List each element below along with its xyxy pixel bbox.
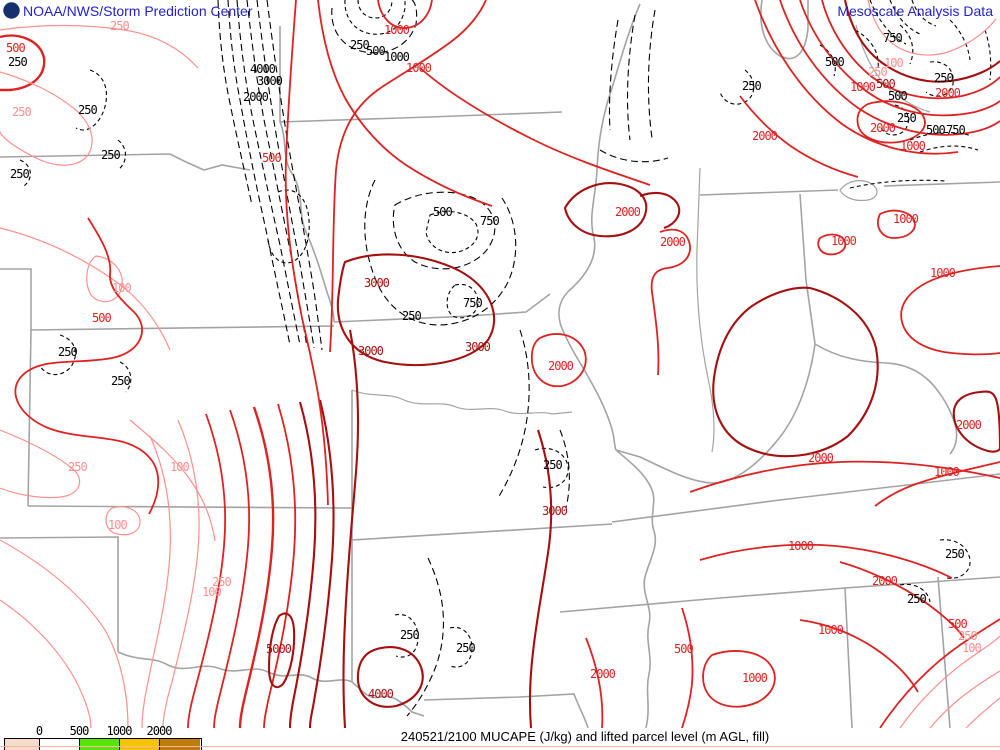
contour-label: 1000	[893, 212, 919, 226]
contour-label: 2000	[548, 359, 574, 373]
state-borders	[0, 0, 1000, 728]
contour-label: 2000	[872, 574, 898, 588]
contour-label: 500	[674, 642, 694, 656]
legend-swatch	[160, 739, 200, 750]
contour-label: 250	[907, 592, 927, 606]
contour-label: 1000	[900, 139, 926, 153]
contour-label: 1000	[818, 623, 844, 637]
contour-label: 500	[876, 77, 896, 91]
contour-label: 500	[948, 617, 968, 631]
lpl-contours	[19, 0, 992, 717]
contour-label: 250	[111, 374, 131, 388]
noaa-logo-icon	[3, 2, 20, 19]
contour-label: 2000	[752, 129, 778, 143]
contour-label: 4000	[250, 62, 276, 76]
contour-label: 250	[945, 547, 965, 561]
contour-label: 100	[202, 585, 222, 599]
contour-label: 250	[958, 629, 978, 643]
contour-label: 3000	[358, 344, 384, 358]
contour-label: 500	[366, 44, 386, 58]
legend-tick: 0	[35, 724, 43, 738]
legend-swatch	[120, 739, 160, 750]
contour-label: 250	[350, 38, 370, 52]
contour-label: 1000	[930, 266, 956, 280]
contour-label: 250	[58, 345, 78, 359]
contour-label: 3000	[542, 504, 568, 518]
legend-swatch	[80, 739, 120, 750]
contour-label: 250	[78, 103, 98, 117]
mucape-contours	[0, 0, 1000, 728]
contour-label: 2000	[243, 90, 269, 104]
contour-label: 2000	[590, 667, 616, 681]
contour-label: 2000	[660, 235, 686, 249]
contour-label: 2000	[956, 418, 982, 432]
contour-label: 250	[12, 105, 32, 119]
mesoscale-analysis-link[interactable]: Mesoscale Analysis Data	[837, 3, 993, 19]
contour-label: 750	[946, 123, 966, 137]
contour-label: 500	[6, 41, 26, 55]
contour-label: 250	[934, 71, 954, 85]
contour-label: 250	[402, 309, 422, 323]
contour-label: 2000	[935, 86, 961, 100]
contour-label: 250	[68, 460, 88, 474]
legend-tick: 2000	[146, 724, 173, 738]
contour-label: 750	[480, 214, 500, 228]
contour-label: 500	[433, 205, 453, 219]
analysis-map	[0, 0, 1000, 728]
legend-tick: 500	[69, 724, 90, 738]
contour-label: 1000	[384, 23, 410, 37]
contour-label: 750	[463, 296, 483, 310]
contour-label: 4000	[368, 687, 394, 701]
legend-swatch	[40, 739, 80, 750]
contour-label: 250	[456, 641, 476, 655]
contour-label: 500	[888, 89, 908, 103]
contour-label: 1000	[934, 465, 960, 479]
contour-label: 1000	[742, 671, 768, 685]
contour-label: 100	[884, 56, 904, 70]
contour-label: 100	[962, 641, 982, 655]
contour-label: 500	[262, 151, 282, 165]
legend-tick: 1000	[106, 724, 133, 738]
contour-label: 100	[108, 518, 128, 532]
contour-label: 250	[543, 458, 563, 472]
contour-label: 250	[742, 79, 762, 93]
contour-label: 250	[8, 55, 28, 69]
contour-label: 1000	[384, 50, 410, 64]
contour-label: 5000	[266, 642, 292, 656]
contour-label: 250	[10, 167, 30, 181]
bottom-border-line	[0, 746, 1000, 747]
contour-label: 500	[92, 311, 112, 325]
map-caption: 240521/2100 MUCAPE (J/kg) and lifted par…	[400, 729, 770, 744]
contour-label: 750	[883, 31, 903, 45]
contour-label: 2000	[615, 205, 641, 219]
contour-label: 250	[212, 575, 232, 589]
contour-label: 1000	[850, 80, 876, 94]
spc-home-link[interactable]: NOAA/NWS/Storm Prediction Center	[23, 3, 253, 19]
contour-label: 250	[101, 148, 121, 162]
contour-label: 100	[170, 460, 190, 474]
contour-label: 1000	[406, 61, 432, 75]
contour-label: 3000	[257, 74, 283, 88]
contour-label: 500	[825, 55, 845, 69]
contour-label: 500	[926, 123, 946, 137]
contour-label: 100	[112, 281, 132, 295]
contour-label: 2000	[870, 121, 896, 135]
contour-label: 1000	[831, 234, 857, 248]
contour-label: 250	[400, 628, 420, 642]
legend-swatch	[5, 739, 40, 750]
contour-label: 250	[110, 19, 130, 33]
contour-label: 250	[868, 65, 888, 79]
contour-label: 3000	[465, 340, 491, 354]
legend-color-bar	[4, 738, 202, 750]
contour-label: 3000	[364, 276, 390, 290]
contour-label: 250	[897, 111, 917, 125]
legend-tick-labels: 0 500 1000 2000	[0, 724, 220, 738]
contour-label: 2000	[808, 451, 834, 465]
contour-label: 1000	[788, 539, 814, 553]
